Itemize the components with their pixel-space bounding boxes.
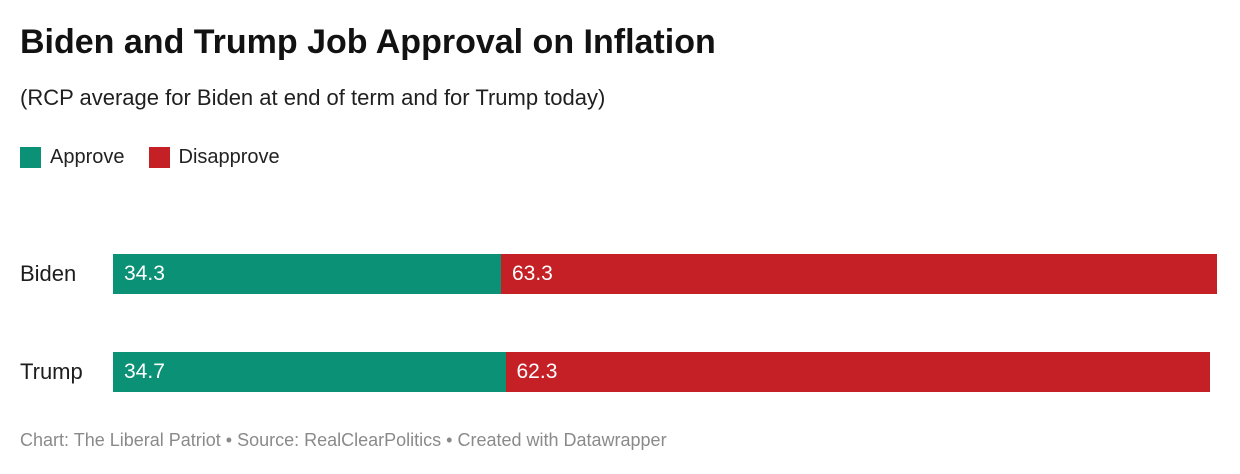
- chart-subtitle: (RCP average for Biden at end of term an…: [20, 84, 606, 110]
- disapprove-value-label: 62.3: [516, 360, 558, 384]
- disapprove-bar-segment[interactable]: 63.3: [500, 254, 1217, 295]
- chart-title: Biden and Trump Job Approval on Inflatio…: [20, 23, 716, 61]
- legend-swatch-icon: [148, 147, 170, 169]
- legend-item: Approve: [20, 146, 125, 169]
- legend-label: Disapprove: [178, 146, 280, 169]
- approve-value-label: 34.3: [124, 262, 165, 286]
- bar-row: Trump 34.7 62.3: [20, 352, 1217, 393]
- approve-bar-segment[interactable]: 34.7: [113, 352, 506, 393]
- legend-item: Disapprove: [148, 146, 280, 169]
- bar-chart: Biden 34.3 63.3 Trump 34.7 62.3: [20, 254, 1217, 393]
- approve-bar-segment[interactable]: 34.3: [113, 254, 501, 295]
- legend-label: Approve: [50, 146, 125, 169]
- bar-track: 34.3 63.3: [113, 254, 1217, 295]
- disapprove-value-label: 63.3: [511, 262, 553, 286]
- approve-value-label: 34.7: [124, 360, 165, 384]
- row-label: Biden: [20, 261, 77, 287]
- legend: Approve Disapprove: [20, 146, 1217, 169]
- legend-swatch-icon: [20, 147, 41, 169]
- attribution-footer: Chart: The Liberal Patriot • Source: Rea…: [20, 430, 667, 451]
- row-label: Trump: [20, 359, 83, 385]
- bar-row: Biden 34.3 63.3: [20, 254, 1217, 295]
- disapprove-bar-segment[interactable]: 62.3: [505, 352, 1211, 393]
- bar-track: 34.7 62.3: [113, 352, 1217, 393]
